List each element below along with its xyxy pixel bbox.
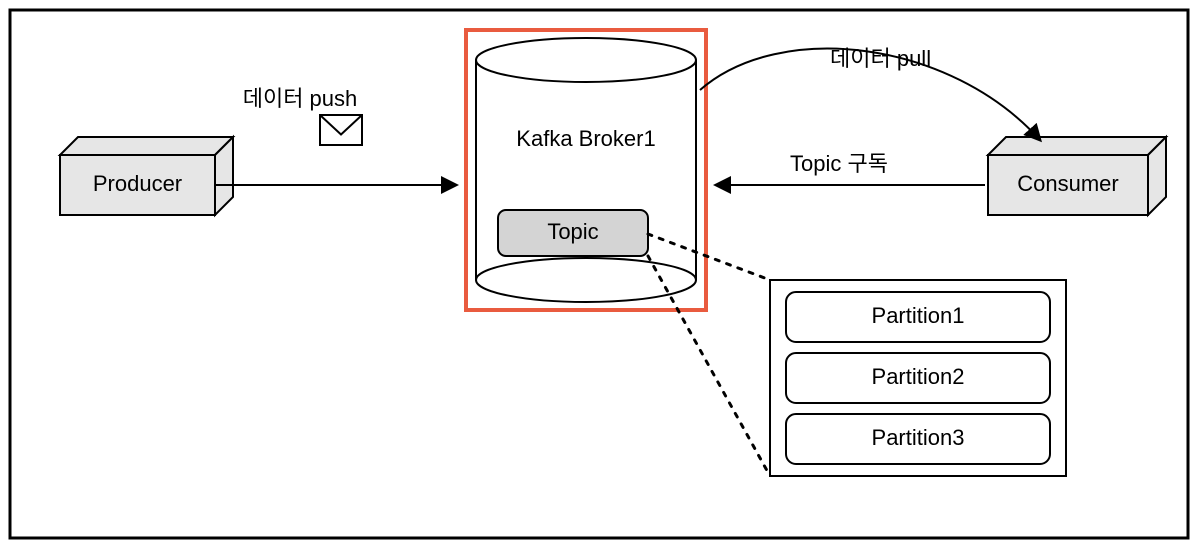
consumer-node-label: Consumer <box>1017 171 1118 196</box>
topic-label: Topic <box>547 219 598 244</box>
broker: Kafka Broker1 <box>466 30 706 310</box>
broker-cylinder-top <box>476 38 696 82</box>
pull-label: 데이터 pull <box>830 46 931 71</box>
partition-label: Partition1 <box>872 303 965 328</box>
partition-label: Partition3 <box>872 425 965 450</box>
producer-node: Producer <box>60 137 233 215</box>
push-label: 데이터 push <box>243 86 358 111</box>
broker-label: Kafka Broker1 <box>516 126 655 151</box>
partition-item: Partition2 <box>786 353 1050 403</box>
broker-cylinder-body <box>476 60 696 302</box>
subscribe-label: Topic 구독 <box>790 151 888 176</box>
consumer-node: Consumer <box>988 137 1166 215</box>
partition-item: Partition3 <box>786 414 1050 464</box>
envelope-icon <box>320 115 362 145</box>
producer-node-label: Producer <box>93 171 182 196</box>
kafka-architecture-diagram: Producer Consumer Kafka Broker1 Topic 데이터 pu… <box>0 0 1198 548</box>
topic-node: Topic <box>498 210 648 256</box>
partition-item: Partition1 <box>786 292 1050 342</box>
partition-label: Partition2 <box>872 364 965 389</box>
